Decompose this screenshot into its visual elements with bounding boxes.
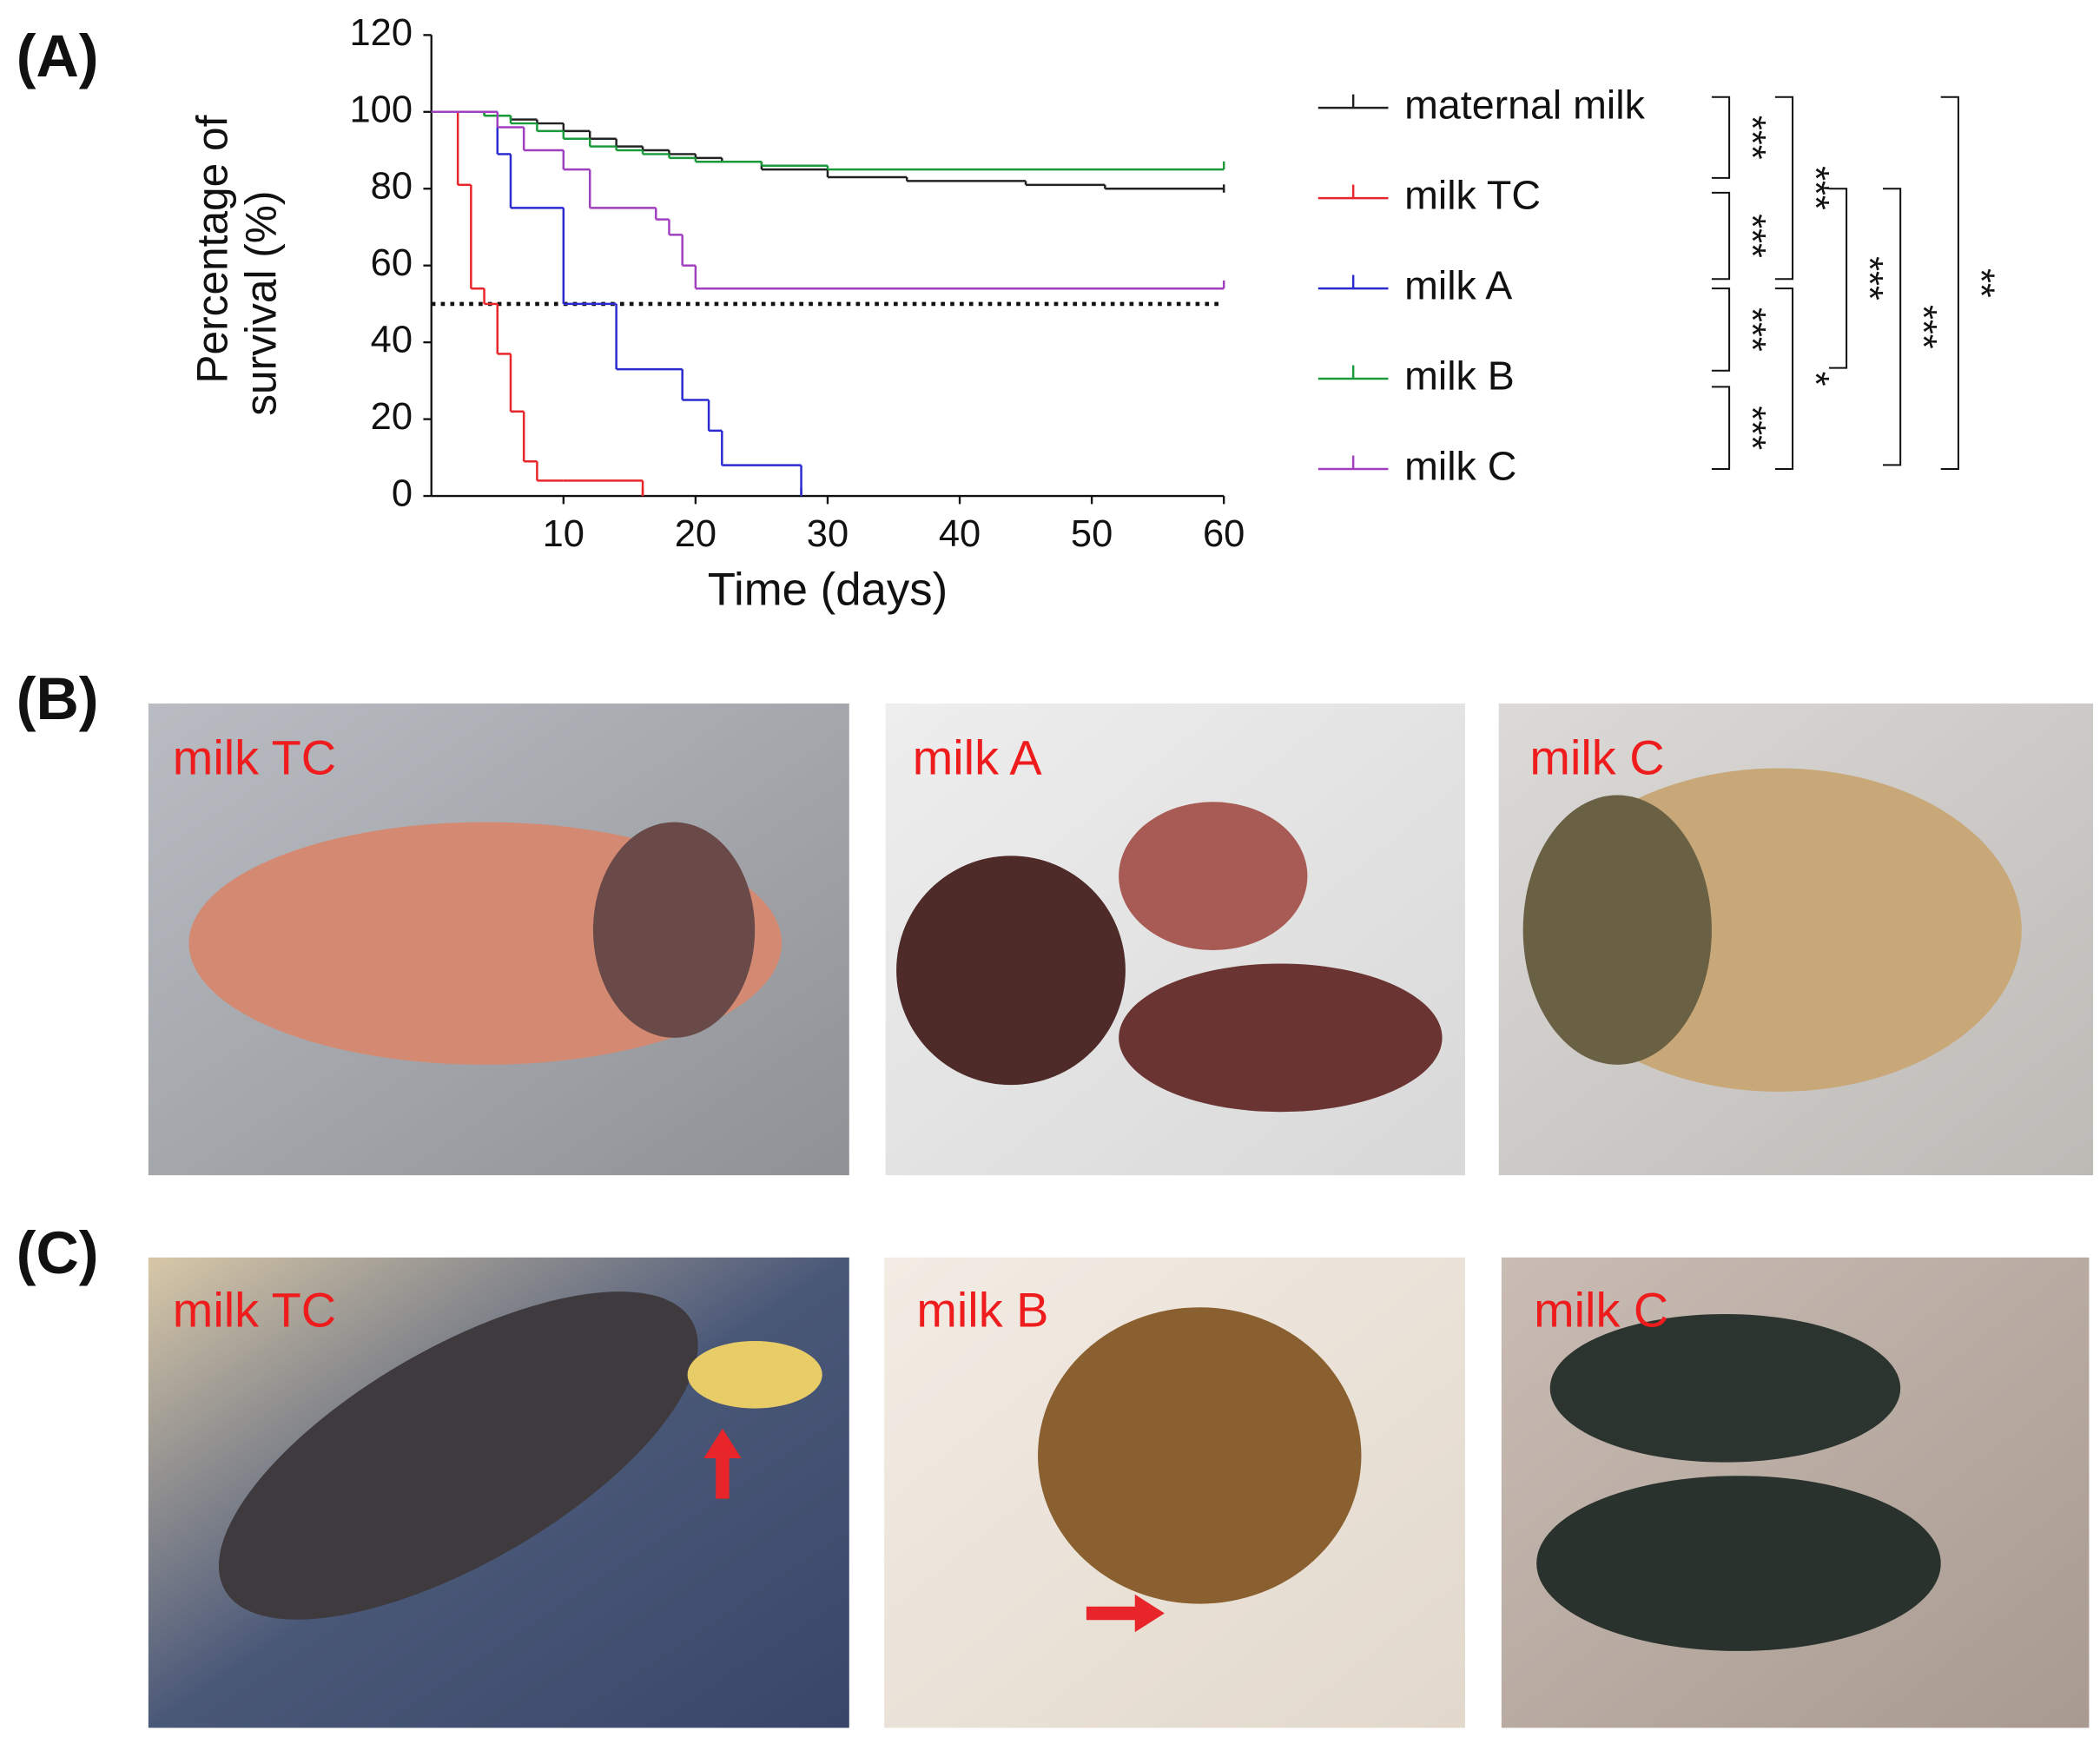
significance-bracket	[1828, 188, 1848, 369]
significance-bracket	[1940, 96, 1959, 471]
x-tick-label: 60	[1203, 513, 1245, 555]
significance-bracket	[1711, 386, 1731, 471]
pup	[1536, 1476, 1941, 1651]
x-tick-label: 20	[675, 513, 717, 555]
significance-bracket	[1711, 191, 1731, 281]
significance-bracket	[1711, 96, 1731, 179]
y-tick-label: 80	[371, 166, 413, 208]
y-tick-label: 40	[371, 320, 413, 361]
arrow	[1086, 1594, 1165, 1633]
pup	[1038, 1307, 1362, 1604]
significance-label: ***	[1731, 116, 1773, 160]
feces	[687, 1341, 822, 1409]
significance-label: ***	[1731, 406, 1773, 450]
x-tick-label: 50	[1071, 513, 1113, 555]
significance-bracket	[1711, 287, 1731, 372]
significance-label: ***	[1848, 256, 1890, 301]
significance-bracket	[1774, 287, 1794, 471]
pup	[1522, 795, 1712, 1065]
significance-bracket	[1774, 96, 1794, 281]
photo-label: milk C	[1534, 1283, 1668, 1338]
significance-bracket	[1882, 188, 1902, 466]
pup	[592, 822, 756, 1038]
y-tick-label: 20	[371, 396, 413, 438]
pup	[896, 855, 1126, 1086]
y-tick-label: 100	[350, 89, 413, 130]
panel-label: (A)	[17, 23, 99, 89]
pup	[218, 1291, 698, 1620]
significance-label: *	[1794, 372, 1836, 386]
panel-label: (C)	[17, 1220, 99, 1286]
y-tick-label: 0	[392, 473, 413, 515]
photo-label: milk TC	[173, 730, 336, 785]
pup	[1119, 963, 1443, 1113]
legend-label: milk A	[1404, 262, 1512, 307]
legend-label: maternal milk	[1404, 82, 1645, 127]
pup	[1119, 802, 1308, 951]
photo-label: milk B	[916, 1283, 1048, 1338]
photo-label: milk A	[913, 730, 1043, 785]
legend-label: milk B	[1404, 353, 1515, 398]
y-tick-label: 120	[350, 12, 413, 54]
arrow	[703, 1428, 742, 1499]
x-tick-label: 40	[939, 513, 981, 555]
significance-label: ***	[1731, 307, 1773, 352]
photos	[148, 704, 2094, 1728]
x-axis-label: Time (days)	[708, 565, 948, 616]
significance-label: ***	[1731, 214, 1773, 258]
panel-label: (B)	[17, 666, 99, 732]
y-axis-label: Percentage of	[188, 115, 237, 383]
significance-label: ***	[1794, 166, 1836, 210]
photo-label: milk C	[1529, 730, 1664, 785]
photo-label: milk TC	[173, 1283, 336, 1338]
significance-label: **	[1960, 268, 2002, 298]
x-tick-label: 10	[543, 513, 584, 555]
legend-label: milk TC	[1404, 172, 1541, 217]
y-axis-label: survival (%)	[236, 191, 285, 416]
significance-label: ***	[1902, 305, 1944, 349]
y-tick-label: 60	[371, 242, 413, 284]
pup	[1549, 1313, 1901, 1463]
x-tick-label: 30	[807, 513, 849, 555]
legend-label: milk C	[1404, 443, 1516, 488]
